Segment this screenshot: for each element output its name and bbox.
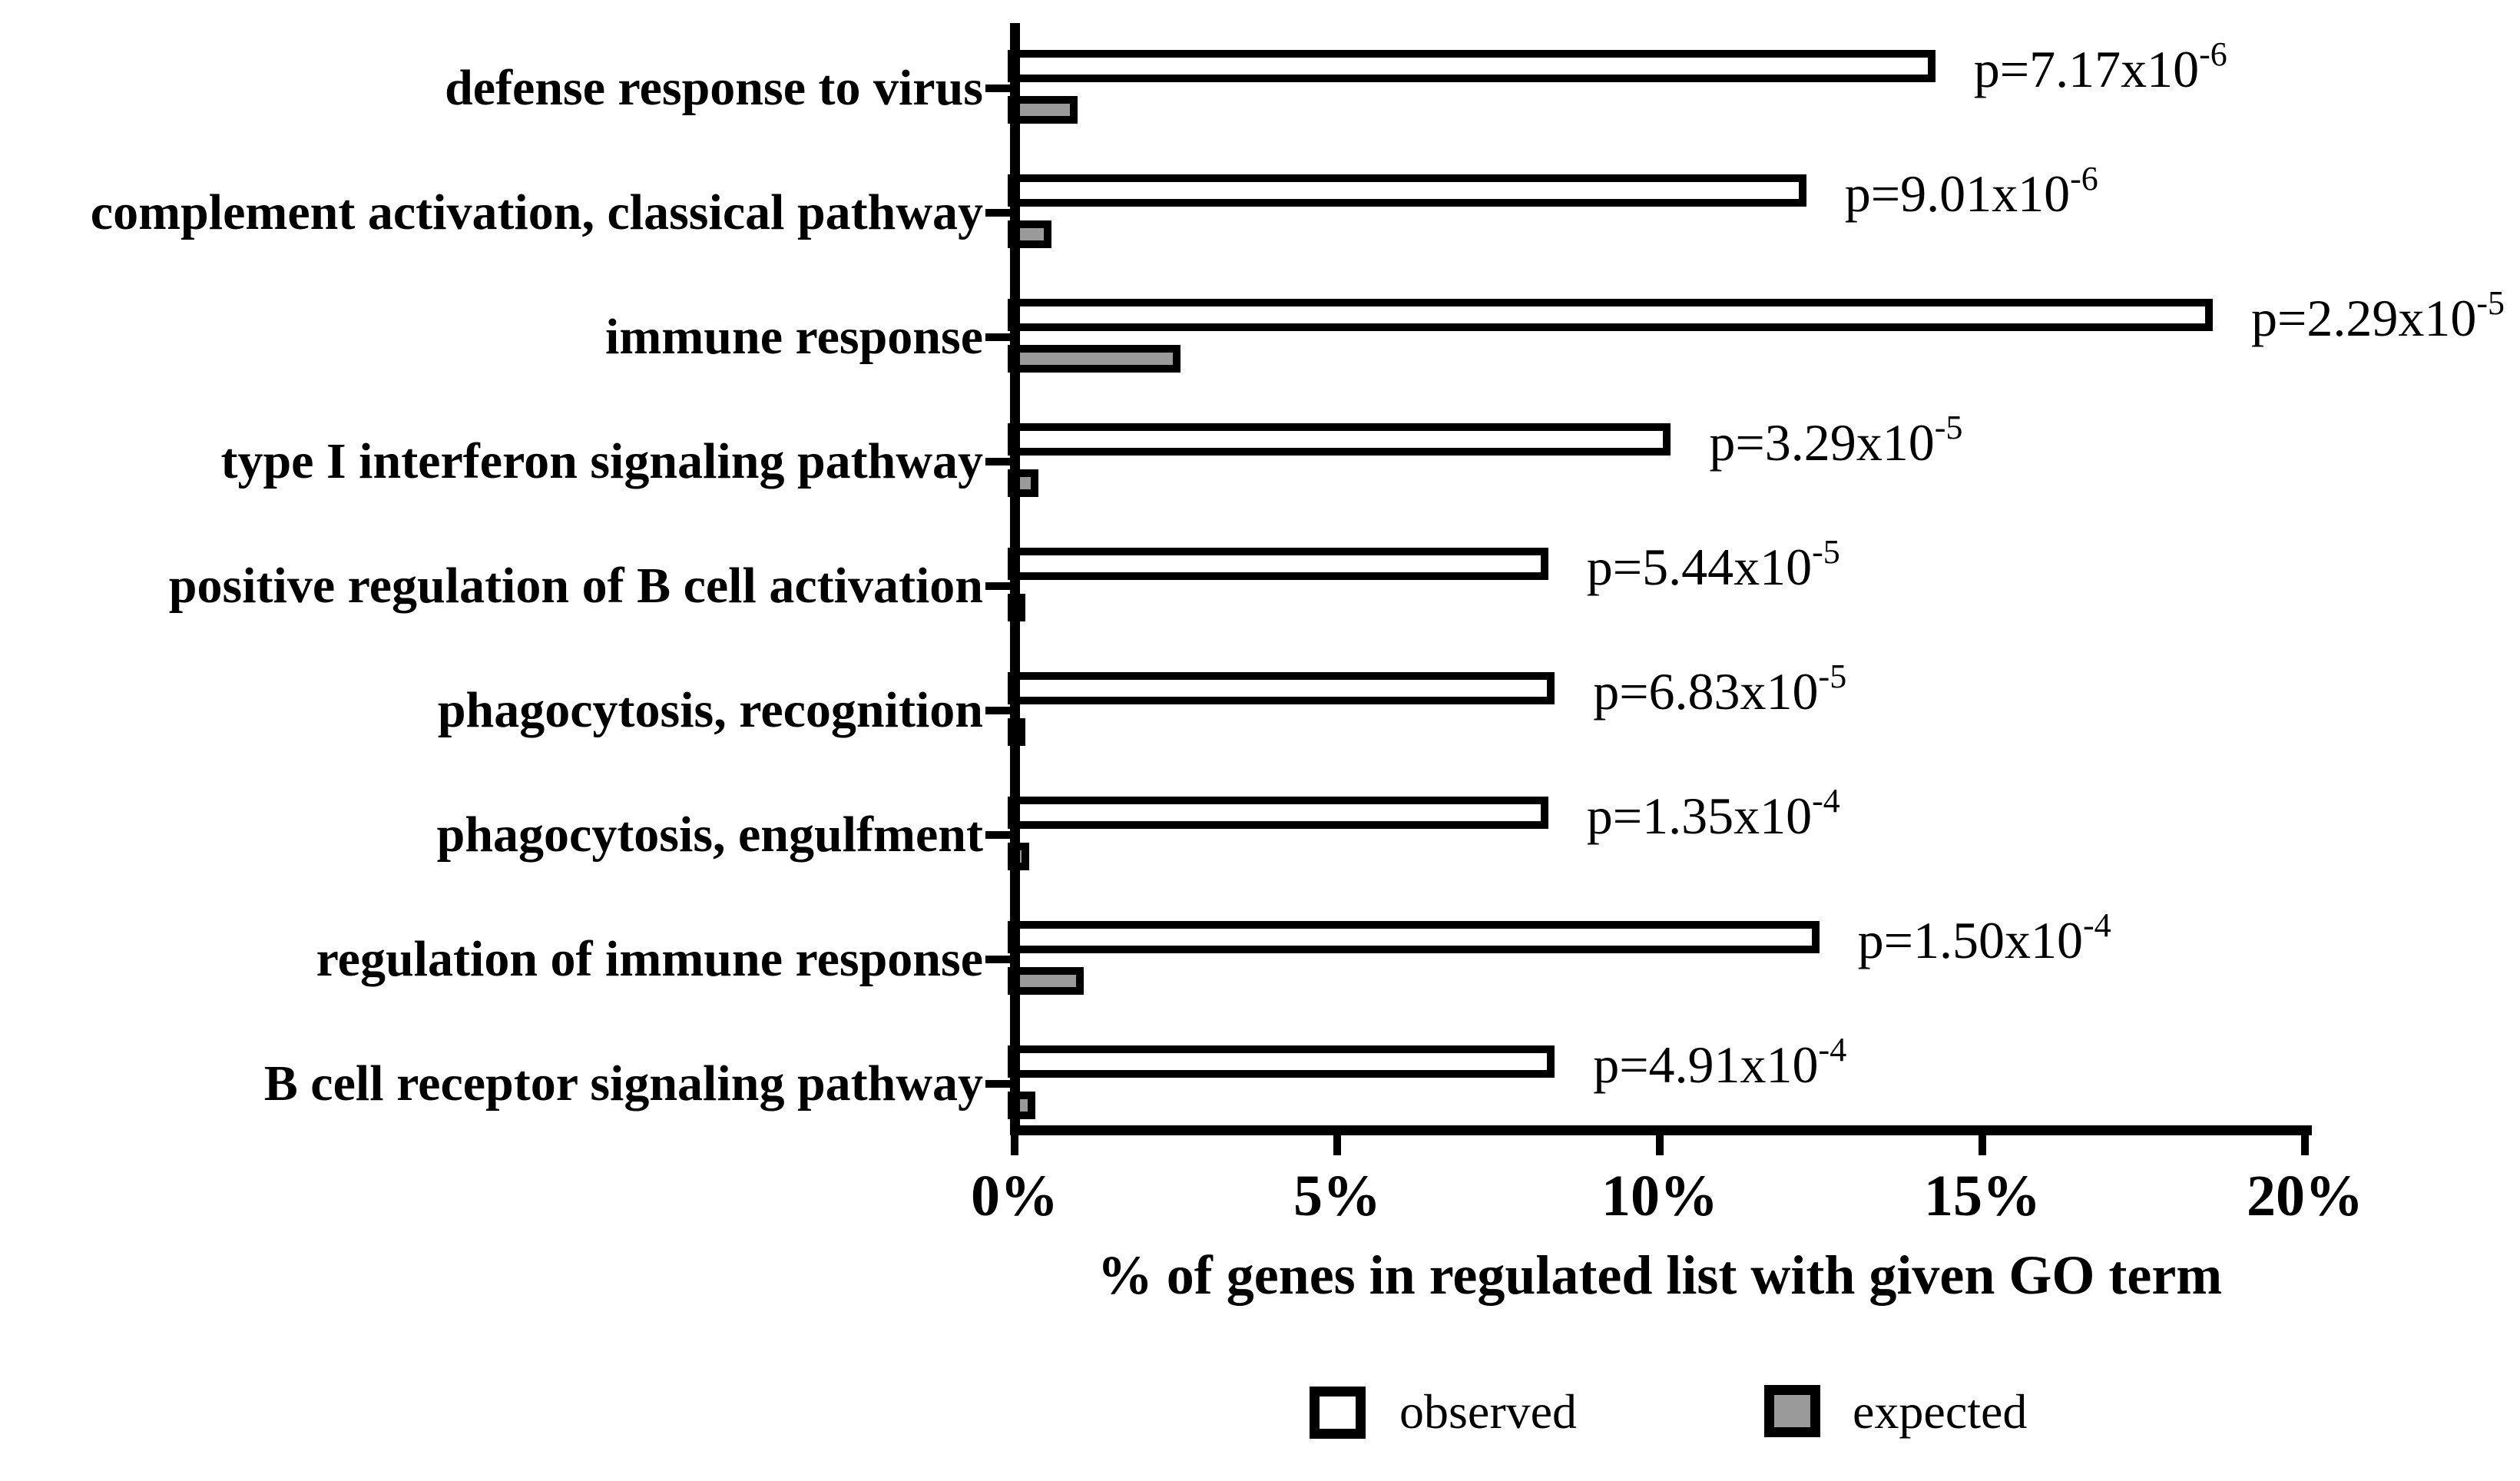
observed-bar	[1008, 921, 1820, 953]
observed-bar	[1008, 299, 2213, 331]
category-tick-mark	[985, 707, 1011, 714]
y-axis-line	[1010, 23, 1020, 1135]
category-tick-mark	[985, 582, 1011, 590]
p-value-label: p=4.91x10-4	[1593, 1030, 1847, 1094]
legend-swatch-expected	[1764, 1385, 1820, 1437]
x-axis-tick-label: 20%	[2247, 1164, 2363, 1228]
category-tick-mark	[985, 458, 1011, 466]
p-value-exponent: -4	[2082, 906, 2111, 944]
category-tick-mark	[985, 84, 1011, 92]
observed-bar	[1008, 548, 1548, 580]
category-tick-mark	[985, 1080, 1011, 1088]
p-value-label: p=5.44x10-5	[1586, 532, 1840, 596]
p-value-label: p=1.35x10-4	[1586, 781, 1840, 845]
category-label: phagocytosis, recognition	[437, 682, 983, 738]
p-value-exponent: -6	[2070, 159, 2098, 197]
observed-bar	[1008, 50, 1936, 82]
p-value-exponent: -4	[1812, 781, 1840, 820]
p-value-label: p=6.83x10-5	[1593, 657, 1847, 721]
category-label: type I interferon signaling pathway	[220, 433, 983, 489]
x-axis-tick-mark	[2301, 1135, 2309, 1155]
x-axis-tick-label: 0%	[971, 1164, 1058, 1228]
category-tick-mark	[985, 209, 1011, 217]
p-value-label: p=7.17x10-6	[1973, 35, 2227, 98]
category-tick-mark	[985, 956, 1011, 963]
x-axis-line	[1010, 1125, 2312, 1135]
x-axis-tick-label: 15%	[1924, 1164, 2041, 1228]
category-label: phagocytosis, engulfment	[436, 807, 983, 863]
legend-swatch-observed	[1310, 1387, 1366, 1439]
p-value-exponent: -6	[2199, 35, 2227, 73]
observed-bar	[1008, 423, 1671, 456]
p-value-label: p=3.29x10-5	[1709, 408, 1963, 472]
p-value-label: p=1.50x10-4	[1857, 906, 2111, 969]
x-axis-tick-mark	[1333, 1135, 1341, 1155]
x-axis-tick-mark	[1011, 1135, 1018, 1155]
x-axis-tick-label: 10%	[1601, 1164, 1718, 1228]
x-axis-tick-mark	[1656, 1135, 1664, 1155]
category-label: immune response	[605, 309, 983, 365]
p-value-exponent: -5	[1934, 408, 1963, 446]
p-value-exponent: -5	[1812, 532, 1840, 571]
category-tick-mark	[985, 333, 1011, 341]
legend-label-expected: expected	[1853, 1384, 2028, 1439]
category-label: positive regulation of B cell activation	[168, 558, 983, 614]
p-value-exponent: -4	[1818, 1030, 1847, 1069]
observed-bar	[1008, 672, 1555, 704]
category-tick-mark	[985, 831, 1011, 839]
p-value-exponent: -5	[1818, 657, 1847, 695]
category-label: defense response to virus	[445, 60, 983, 116]
legend-label-observed: observed	[1399, 1384, 1578, 1439]
p-value-label: p=2.29x10-5	[2251, 283, 2505, 347]
x-axis-tick-label: 5%	[1293, 1164, 1381, 1228]
p-value-label: p=9.01x10-6	[1844, 159, 2098, 223]
expected-bar	[1008, 967, 1084, 995]
category-label: B cell receptor signaling pathway	[263, 1055, 983, 1112]
observed-bar	[1008, 174, 1806, 207]
observed-bar	[1008, 1045, 1555, 1078]
category-label: complement activation, classical pathway	[90, 184, 983, 240]
x-axis-title: % of genes in regulated list with given …	[1097, 1244, 2223, 1306]
category-label: regulation of immune response	[316, 931, 983, 987]
p-value-exponent: -5	[2476, 283, 2505, 322]
observed-bar	[1008, 797, 1548, 829]
expected-bar	[1008, 345, 1181, 373]
x-axis-tick-mark	[1979, 1135, 1986, 1155]
